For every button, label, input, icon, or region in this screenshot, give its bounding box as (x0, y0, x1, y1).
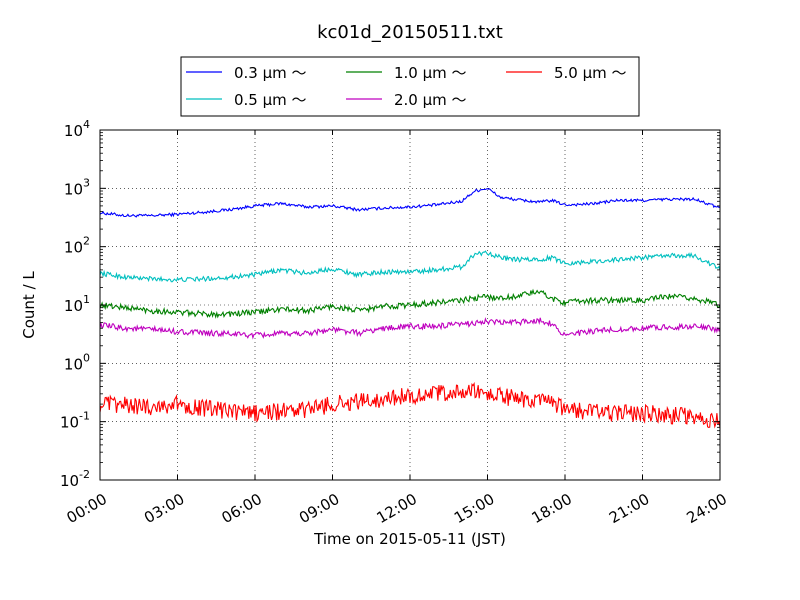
series-line (99, 288, 721, 319)
grid (100, 130, 720, 480)
chart-title: kc01d_20150511.txt (317, 22, 503, 43)
y-tick-label: 10-2 (60, 468, 90, 490)
series-line (99, 317, 721, 340)
legend-label: 2.0 μm ～ (394, 91, 467, 109)
series-line (99, 381, 721, 429)
y-tick-label: 100 (64, 351, 90, 373)
x-axis-label: Time on 2015-05-11 (JST) (313, 530, 506, 548)
legend-label: 5.0 μm ～ (554, 64, 627, 82)
series-layer (99, 188, 721, 429)
series-line (99, 250, 721, 283)
y-axis-label: Count / L (20, 271, 38, 339)
series-line (99, 188, 721, 218)
legend: 0.3 μm ～ 0.5 μm ～ 1.0 μm ～ 2.0 μm ～ 5.0 μm ～ (180, 56, 640, 117)
y-tick-label: 102 (64, 235, 90, 257)
legend-label: 0.3 μm ～ (234, 64, 307, 82)
legend-label: 0.5 μm ～ (234, 91, 307, 109)
y-tick-label: 101 (64, 293, 90, 315)
y-tick-label: 10-1 (60, 410, 90, 432)
y-tick-label: 104 (64, 118, 90, 140)
legend-label: 1.0 μm ～ (394, 64, 467, 82)
legend-box (180, 56, 640, 117)
y-axis: 10-2 10-1 100 101 102 103 104 (60, 118, 720, 490)
y-tick-label: 103 (64, 176, 90, 198)
